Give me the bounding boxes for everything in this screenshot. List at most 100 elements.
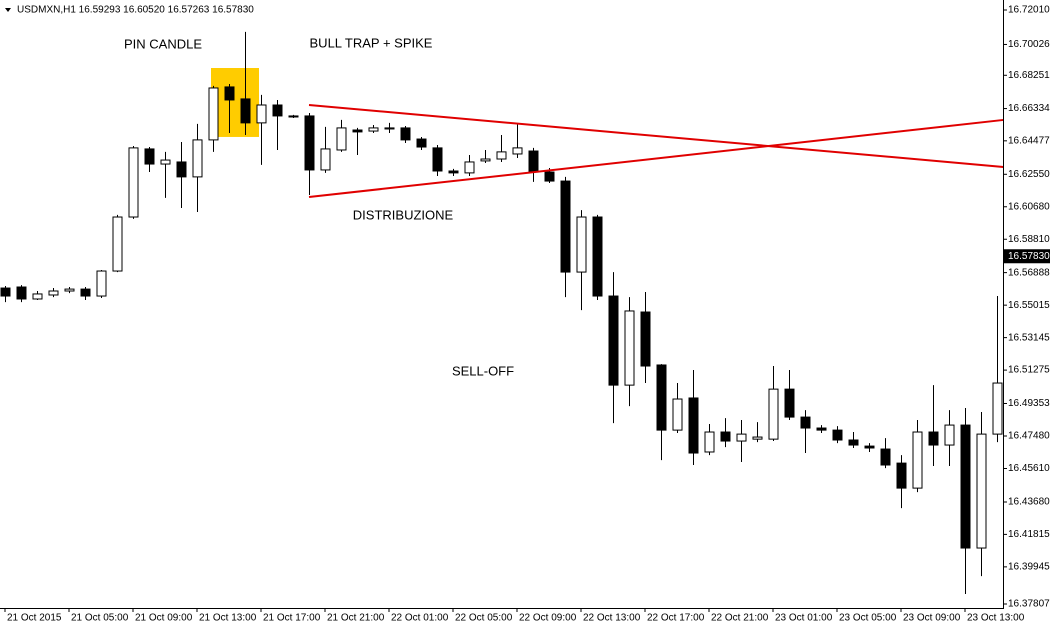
candle-body (208, 87, 219, 141)
candle-body (64, 288, 75, 292)
x-tick-label: 21 Oct 17:00 (263, 613, 321, 624)
last-price-label: 16.57830 (1008, 251, 1050, 262)
candle-body (512, 147, 523, 155)
candle-body (784, 388, 795, 418)
candle-body (672, 398, 683, 431)
candle-body (944, 424, 955, 446)
annotation: SELL-OFF (452, 363, 514, 378)
candle-body (304, 115, 315, 171)
chart-header: USDMXN,H1 16.59293 16.60520 16.57263 16.… (17, 5, 254, 16)
candle-body (0, 287, 11, 297)
candle-body (960, 424, 971, 549)
candle-body (128, 147, 139, 218)
candle-body (656, 364, 667, 431)
y-tick-label: 16.37807 (1008, 599, 1050, 610)
x-tick-label: 21 Oct 21:00 (327, 613, 385, 624)
candle-body (112, 216, 123, 272)
candle-body (928, 431, 939, 446)
y-tick-label: 16.47480 (1008, 431, 1050, 442)
candle-body (800, 416, 811, 429)
candle-body (144, 148, 155, 165)
candle-body (272, 104, 283, 117)
candle-body (176, 161, 187, 178)
candle-body (992, 382, 1003, 435)
candle-body (576, 216, 587, 273)
x-tick-label: 21 Oct 05:00 (71, 613, 129, 624)
candle-body (432, 147, 443, 172)
x-tick-label: 23 Oct 09:00 (903, 613, 961, 624)
y-tick-label: 16.68251 (1008, 70, 1050, 81)
y-tick-label: 16.53145 (1008, 332, 1050, 343)
candle-body (640, 311, 651, 367)
candle-body (368, 127, 379, 132)
candle-body (704, 431, 715, 453)
y-tick-label: 16.64477 (1008, 135, 1050, 146)
candle-body (560, 180, 571, 273)
candle-body (80, 288, 91, 297)
highlight-box (211, 68, 259, 137)
x-tick-label: 23 Oct 13:00 (967, 613, 1025, 624)
x-tick-label: 23 Oct 05:00 (839, 613, 897, 624)
candle-body (768, 388, 779, 440)
candle-body (592, 216, 603, 297)
plot-area: PIN CANDLE BULL TRAP + SPIKE DISTRIBUZIONE… (0, 31, 1004, 595)
candle-body (528, 150, 539, 173)
candle-body (16, 286, 27, 300)
candle-body (544, 171, 555, 182)
candle-body (288, 115, 299, 118)
candle-body (240, 98, 251, 124)
y-tick-label: 16.58810 (1008, 234, 1050, 245)
x-tick-label: 22 Oct 17:00 (647, 613, 705, 624)
candle-body (464, 161, 475, 174)
trendline (308, 118, 1004, 199)
y-tick-label: 16.72010 (1008, 5, 1050, 16)
candle-body (976, 433, 987, 549)
candle-body (848, 439, 859, 446)
y-tick-label: 16.51275 (1008, 365, 1050, 376)
annotation: PIN CANDLE (124, 36, 202, 51)
candle-body (224, 86, 235, 101)
candle-body (384, 127, 395, 130)
candle-body (96, 270, 107, 297)
annotation: BULL TRAP + SPIKE (310, 35, 433, 50)
candle-body (608, 295, 619, 386)
candle-body (896, 462, 907, 489)
annotation: DISTRIBUZIONE (353, 207, 454, 222)
candle-body (496, 151, 507, 160)
y-tick-label: 16.55015 (1008, 300, 1050, 311)
x-tick-label: 22 Oct 21:00 (711, 613, 769, 624)
candle-body (320, 148, 331, 171)
x-tick-label: 22 Oct 13:00 (583, 613, 641, 624)
candle-body (752, 436, 763, 440)
y-tick-label: 16.60680 (1008, 201, 1050, 212)
candle-body (720, 431, 731, 442)
candle-body (256, 104, 267, 124)
x-tick-label: 23 Oct 01:00 (775, 613, 833, 624)
y-tick-label: 16.49353 (1008, 398, 1050, 409)
y-tick-label: 16.56888 (1008, 267, 1050, 278)
x-tick-label: 21 Oct 13:00 (199, 613, 257, 624)
candle-body (912, 431, 923, 489)
candle-body (32, 293, 43, 300)
y-tick-label: 16.66334 (1008, 103, 1050, 114)
x-tick-label: 22 Oct 01:00 (391, 613, 449, 624)
candle-body (480, 158, 491, 162)
candle-body (448, 170, 459, 174)
candle-body (624, 310, 635, 386)
candle-body (416, 138, 427, 148)
x-tick-label: 21 Oct 2015 (7, 613, 62, 624)
y-tick-label: 16.45610 (1008, 463, 1050, 474)
last-price-box (1004, 249, 1050, 264)
candle-body (864, 445, 875, 449)
x-tick-label: 22 Oct 09:00 (519, 613, 577, 624)
menu-arrow[interactable] (5, 8, 11, 12)
candle-body (816, 427, 827, 431)
candle-body (48, 290, 59, 296)
y-tick-label: 16.70026 (1008, 39, 1050, 50)
candle-body (688, 397, 699, 454)
y-tick-label: 16.41815 (1008, 529, 1050, 540)
y-tick-label: 16.43680 (1008, 497, 1050, 508)
y-tick-label: 16.39945 (1008, 562, 1050, 573)
